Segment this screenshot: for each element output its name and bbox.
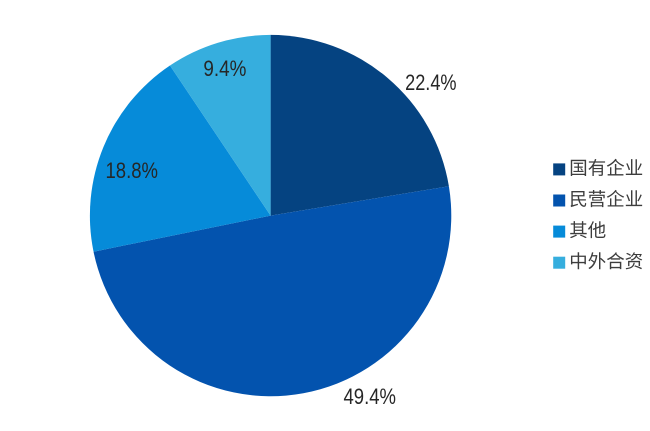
svg-text:22.4%: 22.4% xyxy=(405,70,457,95)
svg-text:49.4%: 49.4% xyxy=(344,384,397,409)
svg-text:18.8%: 18.8% xyxy=(106,158,159,183)
svg-text:9.4%: 9.4% xyxy=(203,56,246,81)
